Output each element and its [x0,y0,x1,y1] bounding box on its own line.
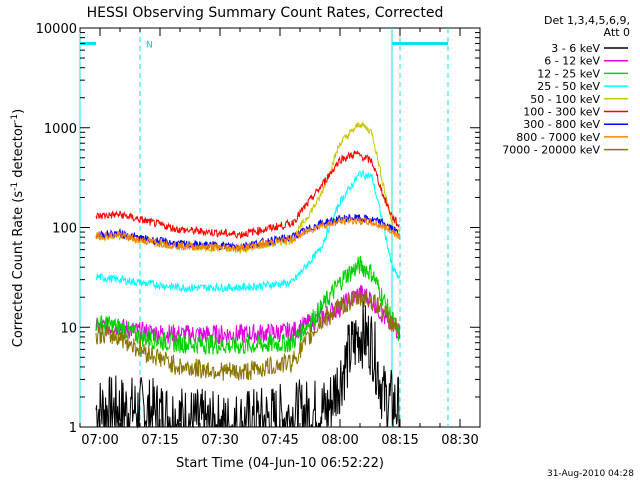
legend-header-line2: Att 0 [604,26,630,39]
y-tick-label: 10000 [36,22,77,37]
series-line-5 [95,150,400,240]
y-tick-label: 10 [60,321,77,336]
series-line-8 [95,289,401,381]
x-tick-label: 08:00 [321,433,358,448]
legend-entry-label: 800 - 7000 keV [516,131,600,144]
y-axis-label-exp1: -1 [10,182,20,191]
legend-header-line1: Det 1,3,4,5,6,9, [544,14,630,27]
x-tick-label: 07:30 [201,433,238,448]
legend-entry-label: 100 - 300 keV [523,106,600,119]
legend-entry-label: 50 - 100 keV [530,93,600,106]
y-axis-label: Corrected Count Rate (s-1 detector-1) [10,109,26,347]
series-line-0 [95,301,401,429]
series-line-7 [95,215,401,253]
x-tick-label: 07:00 [81,433,118,448]
y-tick-label: 1 [69,421,77,436]
date-stamp: 31-Aug-2010 04:28 [547,469,634,479]
legend-entry-label: 6 - 12 keV [544,55,600,68]
y-axis-label-exp2: -1 [10,114,20,123]
y-axis-label-mid: detector [11,122,26,182]
series-line-3 [95,170,401,294]
chart-title: HESSI Observing Summary Count Rates, Cor… [87,5,444,21]
y-tick-label: 1000 [44,122,77,137]
legend-entry-label: 25 - 50 keV [537,80,600,93]
y-axis-label-main: Corrected Count Rate (s [11,191,26,348]
series-line-1 [95,285,401,345]
legend-entry-label: 7000 - 20000 keV [502,144,600,157]
x-tick-label: 07:15 [141,433,178,448]
x-tick-label: 08:15 [381,433,418,448]
attenuator-label: N [146,40,153,50]
series-line-2 [95,255,401,355]
y-tick-label: 100 [52,222,77,237]
x-axis-label: Start Time (04-Jun-10 06:52:22) [176,456,384,471]
y-axis-label-end: ) [11,109,26,114]
legend-entry-label: 300 - 800 keV [523,118,600,131]
legend-entry-label: 12 - 25 keV [537,67,600,80]
x-tick-label: 07:45 [261,433,298,448]
x-tick-label: 08:30 [441,433,478,448]
legend-entry-label: 3 - 6 keV [551,42,600,55]
